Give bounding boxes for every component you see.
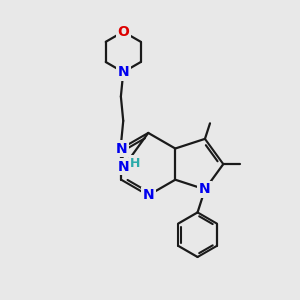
Text: N: N	[118, 160, 130, 174]
Text: O: O	[117, 25, 129, 39]
Text: N: N	[117, 65, 129, 79]
Text: N: N	[116, 142, 127, 155]
Text: N: N	[199, 182, 211, 197]
Text: H: H	[130, 157, 140, 169]
Text: N: N	[142, 188, 154, 202]
